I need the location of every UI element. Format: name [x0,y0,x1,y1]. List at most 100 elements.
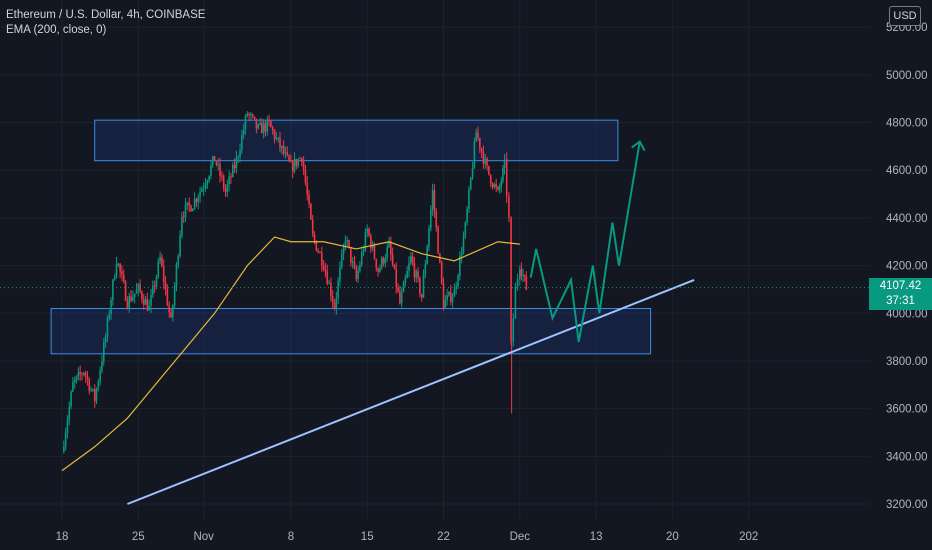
candle [337,280,339,298]
candle [451,296,454,302]
candle [299,158,301,160]
candle [508,196,510,218]
candle [164,282,167,289]
candle [204,184,207,189]
candle [148,306,150,311]
candle [357,271,359,280]
candle [402,282,405,293]
candle [190,205,192,212]
candle [130,296,132,301]
candle [370,235,372,249]
candle [231,164,234,178]
candle [92,388,94,390]
candle [400,292,403,304]
candle [322,265,325,270]
candle [516,278,519,287]
candle [237,156,240,158]
candle [371,245,374,249]
candle [146,299,149,311]
candle [192,208,194,212]
candle [83,372,85,375]
price-axis[interactable]: 3200.00 3400.00 3600.00 3800.00 4000.00 4400.… [886,22,928,511]
candle [248,113,250,115]
candle [484,158,487,164]
currency-button[interactable]: USD [889,6,921,26]
candle [364,232,367,250]
candle [384,258,387,264]
candle [488,165,490,175]
candle [290,161,292,163]
candle [489,174,492,184]
candle [482,152,485,164]
projection-arrowhead [631,140,646,152]
candle [273,130,276,139]
candle [390,241,392,255]
price-tick-label: 3800.00 [886,356,928,368]
candle [170,312,172,317]
candle [182,216,185,218]
candle [281,145,283,148]
candle [424,264,427,276]
symbol-title[interactable]: Ethereum / U.S. Dollar, 4h, COINBASE [6,9,206,21]
candle [97,381,100,389]
candle [99,370,101,382]
price-tick-label: 4600.00 [886,165,928,177]
candle [106,318,109,337]
candle [259,123,261,125]
candle [70,391,72,407]
candle [266,119,269,132]
candle [101,361,103,371]
candle [342,245,345,254]
candle [141,291,143,300]
candle [498,186,501,190]
indicator-label[interactable]: EMA (200, close, 0) [6,24,107,36]
candle [279,137,281,148]
candle [433,190,436,211]
candle [108,314,111,319]
candle [505,159,508,197]
candle [440,261,443,283]
candle [268,119,270,122]
candle [404,278,407,283]
candle [362,249,365,253]
candle [102,342,105,362]
candle [493,184,496,188]
candle [230,176,232,178]
price-tick-label: 4800.00 [886,118,928,130]
candle [373,245,376,259]
candle [251,114,254,117]
candle [262,123,265,134]
candle [275,137,278,139]
candle [446,295,448,301]
candle [523,274,526,277]
candle [115,263,118,278]
candle [366,228,368,233]
price-tick-label: 4200.00 [886,261,928,273]
candle [282,145,285,154]
candle [500,180,503,187]
candle [66,420,69,434]
price-tick-label: 3400.00 [886,451,928,463]
price-tick-label: 3200.00 [886,499,928,511]
candle [271,127,274,131]
candle [95,388,98,402]
candle [113,277,116,280]
candle [459,256,461,276]
time-axis[interactable]: 18 25 Nov 8 15 22 Dec 13 20 202 [56,531,759,543]
candle [380,257,383,268]
candle [224,188,227,192]
candle [112,279,114,301]
candle [235,157,238,168]
candle [137,284,140,290]
candle [503,159,506,168]
candle [428,228,430,247]
candle [90,389,92,391]
time-tick-label: 18 [56,531,69,543]
candle [330,282,332,297]
price-tick-label: 4400.00 [886,213,928,225]
candle [486,158,488,166]
candle [395,268,398,288]
candle [295,159,298,166]
candle [399,291,401,304]
